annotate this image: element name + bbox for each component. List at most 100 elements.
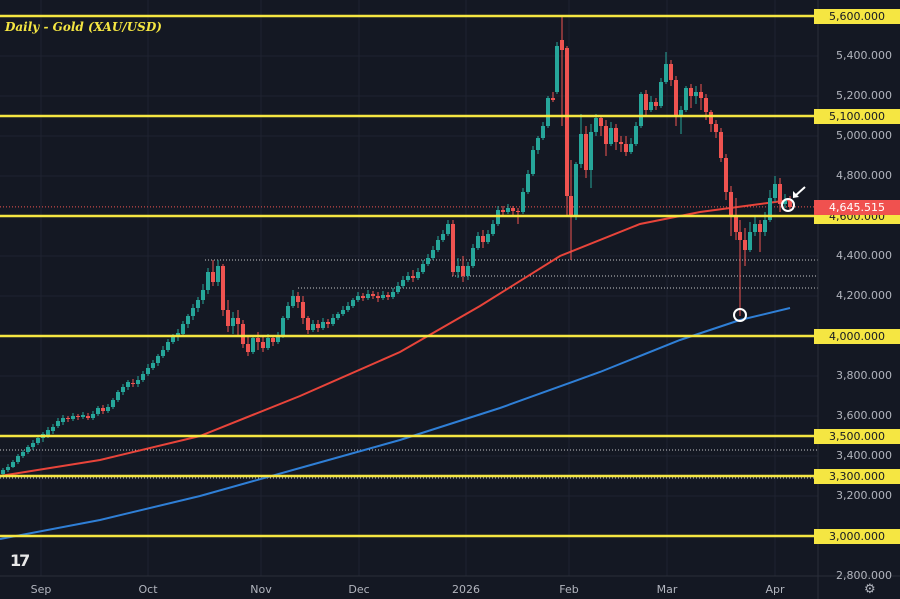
candle-body bbox=[491, 224, 495, 234]
candle-body bbox=[76, 416, 80, 417]
horizontal-levels[interactable] bbox=[0, 14, 818, 538]
candle-body bbox=[156, 356, 160, 363]
chart-title: Daily - Gold (XAU/USD) bbox=[5, 20, 162, 34]
time-axis-label: Oct bbox=[138, 583, 158, 596]
candle-body bbox=[501, 210, 505, 212]
candle-body bbox=[724, 158, 728, 192]
candle-body bbox=[763, 220, 767, 232]
price-axis-label: 3,200.000 bbox=[836, 489, 892, 502]
candle-body bbox=[516, 211, 520, 212]
price-axis-label: 3,400.000 bbox=[836, 449, 892, 462]
candle-body bbox=[46, 430, 50, 435]
candle-body bbox=[231, 318, 235, 326]
level-price-tag: 3,000.000 bbox=[814, 529, 900, 544]
arrow-icon bbox=[794, 186, 806, 197]
candle-body bbox=[206, 272, 210, 290]
candle-body bbox=[161, 350, 165, 356]
candle-body bbox=[753, 224, 757, 232]
candle-body bbox=[81, 415, 85, 417]
price-axis-label: 4,200.000 bbox=[836, 289, 892, 302]
candle-body bbox=[296, 296, 300, 302]
ma-100-line bbox=[0, 199, 791, 477]
candle-body bbox=[436, 240, 440, 250]
candle-body bbox=[306, 318, 310, 330]
candle-body bbox=[16, 456, 20, 462]
candle-body bbox=[86, 416, 90, 418]
candle-body bbox=[171, 337, 175, 342]
candle-body bbox=[226, 310, 230, 326]
price-axis-label: 3,800.000 bbox=[836, 369, 892, 382]
time-axis-label: Dec bbox=[348, 583, 370, 596]
candle-body bbox=[376, 296, 380, 298]
candle-body bbox=[738, 232, 742, 240]
candle-body bbox=[714, 124, 718, 132]
candle-body bbox=[476, 236, 480, 248]
candle-body bbox=[546, 98, 550, 126]
candle-body bbox=[743, 240, 747, 250]
candle-body bbox=[689, 88, 693, 96]
candle-body bbox=[116, 392, 120, 400]
candle-body bbox=[316, 324, 320, 328]
candle-body bbox=[56, 421, 60, 426]
candle-body bbox=[506, 208, 510, 212]
candle-body bbox=[121, 387, 125, 392]
time-axis-label: Feb bbox=[559, 583, 579, 596]
price-axis-label: 2,800.000 bbox=[836, 569, 892, 582]
candle-body bbox=[684, 88, 688, 110]
candle-body bbox=[151, 363, 155, 368]
candle-body bbox=[679, 110, 683, 116]
candle-body bbox=[26, 447, 30, 452]
candle-body bbox=[106, 407, 110, 411]
arrow-head-icon bbox=[793, 191, 799, 198]
candle-body bbox=[386, 295, 390, 297]
candle-body bbox=[391, 292, 395, 297]
candle-body bbox=[281, 318, 285, 336]
candle-body bbox=[644, 94, 648, 110]
candle-body bbox=[451, 224, 455, 272]
candle-body bbox=[246, 344, 250, 352]
candle-body bbox=[251, 338, 255, 352]
candle-body bbox=[336, 314, 340, 318]
candle-body bbox=[778, 184, 782, 204]
candle-body bbox=[788, 200, 792, 207]
candle-body bbox=[704, 98, 708, 112]
candle-body bbox=[604, 126, 608, 144]
candle-body bbox=[659, 82, 663, 106]
candle-body bbox=[669, 64, 673, 80]
candle-body bbox=[186, 316, 190, 324]
candle-body bbox=[131, 383, 135, 384]
candle-body bbox=[531, 150, 535, 174]
candle-body bbox=[111, 400, 115, 407]
candle-body bbox=[266, 338, 270, 348]
candle-body bbox=[729, 192, 733, 216]
candle-body bbox=[456, 266, 460, 272]
candle-body bbox=[166, 342, 170, 350]
time-axis-label: Apr bbox=[765, 583, 785, 596]
candle-body bbox=[311, 324, 315, 330]
candle-body bbox=[146, 368, 150, 374]
candle-body bbox=[560, 40, 564, 50]
candle-body bbox=[291, 296, 295, 306]
candle-body bbox=[783, 200, 787, 204]
candle-body bbox=[758, 224, 762, 232]
current-price-tag: 4,645.515 bbox=[814, 199, 900, 215]
candle-body bbox=[221, 266, 225, 310]
candle-body bbox=[331, 318, 335, 324]
candle-body bbox=[356, 296, 360, 300]
candle-body bbox=[773, 184, 777, 198]
candle-body bbox=[734, 216, 738, 232]
candle-body bbox=[421, 264, 425, 272]
settings-icon[interactable]: ⚙ bbox=[864, 582, 876, 597]
candle-body bbox=[461, 266, 465, 276]
candle-body bbox=[426, 258, 430, 264]
candle-body bbox=[699, 92, 703, 98]
tradingview-logo[interactable]: 17 bbox=[10, 551, 30, 570]
candle-body bbox=[341, 310, 345, 314]
candle-body bbox=[11, 462, 15, 467]
candle-body bbox=[326, 322, 330, 324]
candle-body bbox=[71, 416, 75, 419]
candle-body bbox=[768, 198, 772, 220]
candle-body bbox=[321, 322, 325, 328]
time-axis-label: 2026 bbox=[452, 583, 480, 596]
